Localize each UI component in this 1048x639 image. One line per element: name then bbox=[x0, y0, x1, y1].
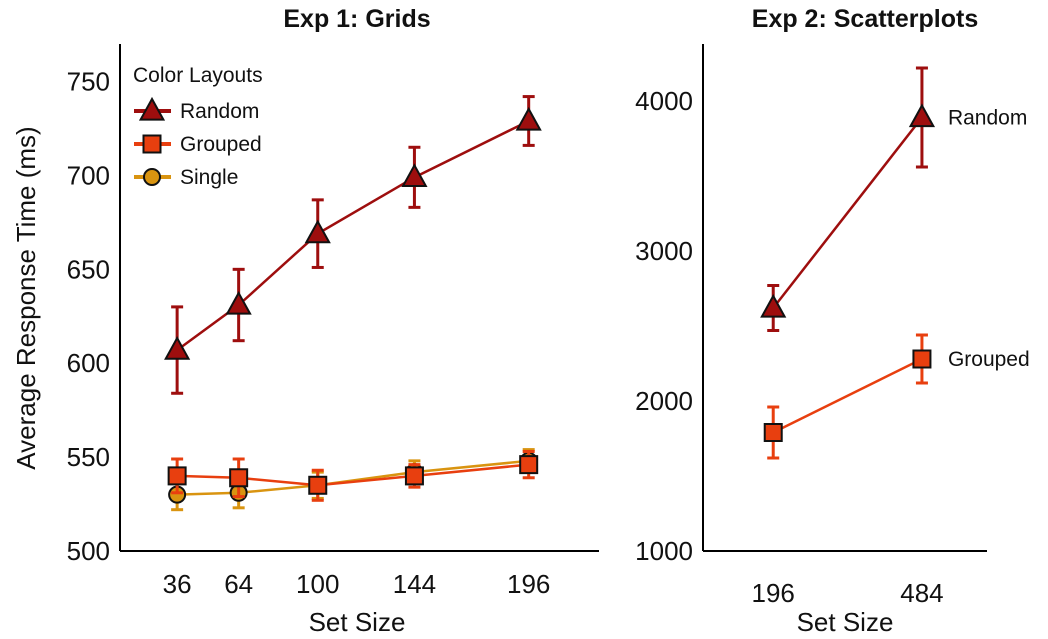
scatterplots-y-tick-label: 1000 bbox=[635, 536, 693, 566]
scatterplots-y-tick-label: 2000 bbox=[635, 386, 693, 416]
legend-title: Color Layouts bbox=[133, 64, 263, 87]
grids-panel: Exp 1: Grids Average Response Time (ms) … bbox=[11, 5, 599, 637]
grids-y-label: Average Response Time (ms) bbox=[11, 126, 41, 469]
grids-y-tick-label: 500 bbox=[67, 536, 110, 566]
scatterplots-series-label-random: Random bbox=[948, 107, 1027, 130]
grids-point-grouped bbox=[519, 455, 539, 475]
legend-marker-grouped bbox=[142, 134, 162, 154]
scatterplots-point-grouped bbox=[912, 349, 932, 369]
scatterplots-y-ticks: 1000 2000 3000 4000 bbox=[635, 86, 693, 566]
grids-point-grouped bbox=[167, 466, 187, 486]
scatterplots-line-grouped bbox=[772, 357, 923, 434]
grids-x-tick-label: 36 bbox=[163, 569, 192, 599]
scatterplots-series-grouped: Grouped bbox=[763, 333, 1030, 460]
legend-label-grouped: Grouped bbox=[180, 133, 262, 156]
scatterplots-y-tick-label: 3000 bbox=[635, 236, 693, 266]
grids-point-grouped bbox=[404, 466, 424, 486]
legend-entry-single: Single bbox=[134, 166, 238, 189]
grids-y-tick-label: 600 bbox=[67, 348, 110, 378]
grids-title: Exp 1: Grids bbox=[283, 5, 430, 33]
scatterplots-series-random: Random bbox=[760, 66, 1027, 332]
grids-series-random bbox=[164, 95, 542, 395]
grids-point-random bbox=[515, 106, 542, 131]
scatterplots-y-tick-label: 4000 bbox=[635, 86, 693, 116]
scatterplots-x-tick-label: 196 bbox=[752, 578, 795, 608]
legend-label-random: Random bbox=[180, 100, 259, 123]
legend-label-single: Single bbox=[180, 166, 238, 189]
legend: Color Layouts Random Grouped Single bbox=[133, 64, 263, 189]
grids-point-grouped bbox=[229, 468, 249, 488]
grids-series-single bbox=[168, 448, 538, 512]
grids-series bbox=[164, 95, 542, 512]
scatterplots-series: Grouped Random bbox=[760, 66, 1030, 460]
grids-x-tick-label: 64 bbox=[224, 569, 253, 599]
grids-point-random bbox=[225, 290, 252, 315]
grids-point-random bbox=[164, 336, 191, 360]
grids-x-tick-label: 144 bbox=[393, 569, 436, 599]
grids-y-tick-label: 650 bbox=[67, 254, 110, 284]
scatterplots-title: Exp 2: Scatterplots bbox=[752, 5, 978, 33]
scatterplots-point-random bbox=[908, 103, 936, 128]
grids-x-tick-label: 100 bbox=[296, 569, 339, 599]
grids-x-ticks: 36 64 100 144 196 bbox=[163, 569, 551, 599]
grids-series-grouped bbox=[167, 449, 539, 502]
grids-x-label: Set Size bbox=[309, 607, 406, 637]
grids-x-tick-label: 196 bbox=[507, 569, 550, 599]
grids-y-tick-label: 550 bbox=[67, 442, 110, 472]
legend-marker-random bbox=[138, 96, 166, 121]
legend-entry-random: Random bbox=[134, 96, 259, 123]
scatterplots-series-label-grouped: Grouped bbox=[948, 348, 1030, 371]
grids-y-tick-label: 700 bbox=[67, 160, 110, 190]
grids-point-random bbox=[304, 219, 331, 244]
legend-entries: Random Grouped Single bbox=[134, 96, 262, 189]
grids-y-ticks: 500 550 600 650 700 750 bbox=[67, 67, 110, 566]
grids-point-random bbox=[401, 163, 428, 187]
scatterplots-panel: Exp 2: Scatterplots Set Size 1000 2000 300… bbox=[635, 5, 1030, 637]
grids-point-grouped bbox=[308, 475, 328, 495]
legend-entry-grouped: Grouped bbox=[134, 133, 262, 156]
scatterplots-line-random bbox=[772, 116, 923, 309]
scatterplots-x-tick-label: 484 bbox=[900, 578, 943, 608]
scatterplots-x-label: Set Size bbox=[797, 607, 894, 637]
scatterplots-point-random bbox=[760, 293, 787, 318]
legend-marker-single bbox=[143, 168, 161, 186]
grids-y-tick-label: 750 bbox=[67, 67, 110, 97]
scatterplots-x-ticks: 196 484 bbox=[752, 578, 944, 608]
scatterplots-point-grouped bbox=[763, 423, 783, 442]
